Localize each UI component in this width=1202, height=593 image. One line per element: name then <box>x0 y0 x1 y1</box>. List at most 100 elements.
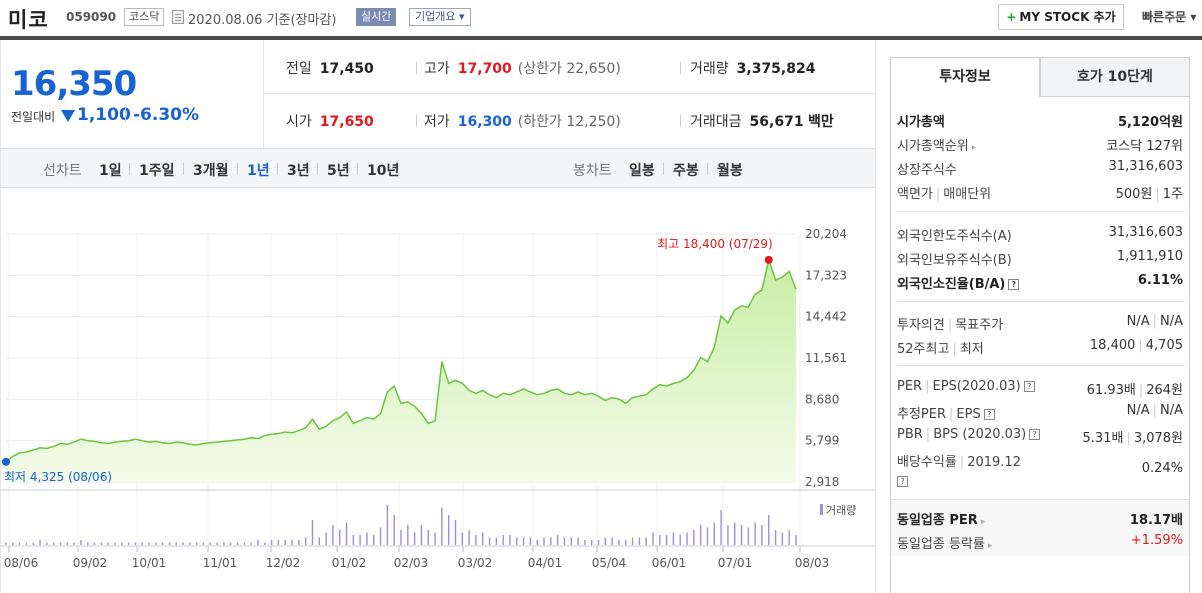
volume-bar <box>318 537 320 545</box>
x-tick-label: 08/03 <box>795 556 830 570</box>
row-opinion: 투자의견 | 목표주가 N/A | N/A <box>897 314 1183 336</box>
volume-bar <box>18 542 21 545</box>
period-5y[interactable]: 5년 <box>327 163 350 179</box>
x-tick-label: 05/04 <box>592 556 627 570</box>
candle-daily[interactable]: 일봉 <box>629 163 655 179</box>
label-text: BPS (2020.03) <box>933 427 1027 442</box>
row-label: 상장주식수 <box>897 163 957 178</box>
help-icon[interactable]: ? <box>1029 429 1041 440</box>
row-label: PER | EPS(2020.03)? <box>897 379 1035 394</box>
period-1w[interactable]: 1주일 <box>139 163 175 179</box>
period-3y[interactable]: 3년 <box>287 163 310 179</box>
row-label: 외국인한도주식수(A) <box>897 229 1012 244</box>
label-text: 배당수익률 <box>897 455 957 470</box>
label-text: 투자의견 <box>897 318 945 333</box>
volume-bar <box>25 542 28 545</box>
divider: | <box>949 407 954 422</box>
divider <box>707 163 708 175</box>
period-3m[interactable]: 3개월 <box>193 163 229 179</box>
volume-bar <box>230 542 232 545</box>
candle-monthly[interactable]: 월봉 <box>717 163 743 179</box>
row-label: 동일업종 PER ▸ <box>897 509 985 528</box>
volume-bar <box>625 540 627 545</box>
tab-investment-info[interactable]: 투자정보 <box>890 57 1040 97</box>
volume-bar <box>543 537 545 545</box>
divider <box>237 163 238 175</box>
help-icon[interactable]: ? <box>897 476 908 487</box>
help-icon[interactable]: ? <box>1023 381 1035 392</box>
volume-bar <box>618 540 620 545</box>
row-industry-per[interactable]: 동일업종 PER ▸ 18.17배 <box>897 509 1183 531</box>
tab-order-book[interactable]: 호가 10단계 <box>1040 57 1190 97</box>
realtime-button[interactable]: 실시간 <box>356 8 397 26</box>
stock-code: 059090 <box>66 10 117 24</box>
volume-bar <box>366 532 368 545</box>
label-text: 52주최고 <box>897 342 950 357</box>
volume-bar <box>311 520 314 545</box>
volume-bar <box>209 542 212 545</box>
help-icon[interactable]: ? <box>983 409 995 420</box>
volume-bar <box>475 535 477 545</box>
row-label: 투자의견 | 목표주가 <box>897 314 1003 333</box>
calendar-icon <box>172 10 184 24</box>
help-icon[interactable]: ? <box>1008 279 1020 290</box>
row-value: 0.24% <box>1141 461 1183 476</box>
add-mystock-button[interactable]: + MY STOCK 추가 <box>998 4 1124 30</box>
row-value: 18.17배 <box>1129 513 1183 528</box>
x-tick-label: 08/06 <box>4 556 39 570</box>
volume-bar <box>550 537 552 545</box>
volume-bar <box>80 540 82 545</box>
header-divider-right <box>876 36 1202 40</box>
value-text: N/A <box>1160 314 1183 329</box>
label-text: 외국인소진율(B/A) <box>897 277 1006 292</box>
volume-bar <box>175 542 177 545</box>
stat-low: 저가 16,300 (하한가 12,250) <box>424 111 621 131</box>
company-overview-dropdown[interactable]: 기업개요 ▾ <box>409 8 471 26</box>
period-1d[interactable]: 1일 <box>99 163 122 179</box>
value-text: 1주 <box>1162 187 1183 202</box>
period-10y[interactable]: 10년 <box>367 163 400 179</box>
chevron-right-icon: ▸ <box>987 541 993 551</box>
x-tick-label: 12/02 <box>266 556 301 570</box>
volume-bar <box>597 540 600 545</box>
candle-weekly[interactable]: 주봉 <box>673 163 699 179</box>
quick-order-dropdown[interactable]: 빠른주문 ▾ <box>1142 10 1197 24</box>
change-label: 전일대비 <box>11 110 56 124</box>
volume-bar <box>468 530 470 545</box>
volume-bar <box>761 525 763 545</box>
volume-bar <box>488 537 491 545</box>
row-52week: 52주최고 | 최저 18,400 | 4,705 <box>897 338 1183 360</box>
label-text: 동일업종 등락률 <box>897 537 985 552</box>
period-1y[interactable]: 1년 <box>247 163 270 179</box>
row-market-cap: 시가총액 5,120억원 <box>897 111 1183 133</box>
divider <box>129 163 130 175</box>
volume-bar <box>672 532 675 545</box>
volume-bar <box>529 537 532 545</box>
row-market-cap-rank[interactable]: 시가총액순위 ▸ 코스닥 127위 <box>897 135 1183 157</box>
row-label: 52주최고 | 최저 <box>897 338 984 357</box>
header-divider <box>0 36 876 40</box>
divider: | <box>925 427 931 442</box>
volume-bar <box>46 542 48 545</box>
volume-bar <box>427 530 429 545</box>
row-industry-change[interactable]: 동일업종 등락률 ▸ +1.59% <box>897 533 1183 555</box>
period-selector: 선차트 1일 1주일 3개월 1년 3년 5년 10년 봉차트 일봉 주봉 월봉 <box>0 148 876 188</box>
volume-bar <box>441 507 443 545</box>
divider <box>897 301 1185 302</box>
volume-bar <box>352 535 355 545</box>
stat-value: 3,375,824 <box>736 61 816 77</box>
stat-value: 17,450 <box>319 61 374 77</box>
divider <box>416 62 417 74</box>
volume-bar <box>768 515 770 545</box>
stat-prev: 전일 17,450 <box>286 58 374 78</box>
volume-bar <box>168 542 171 545</box>
x-tick-label: 11/01 <box>203 556 238 570</box>
divider <box>680 62 681 74</box>
row-value: N/A | N/A <box>1127 314 1183 329</box>
info-table: 시가총액 5,120억원 시가총액순위 ▸ 코스닥 127위 상장주식수 31,316,… <box>890 97 1190 593</box>
stat-volume: 거래량 3,375,824 <box>690 58 815 78</box>
divider: | <box>1126 431 1131 446</box>
value-text: 4,705 <box>1145 338 1183 353</box>
volume-bar <box>570 537 572 545</box>
row-foreign-limit: 외국인한도주식수(A) 31,316,603 <box>897 225 1183 247</box>
